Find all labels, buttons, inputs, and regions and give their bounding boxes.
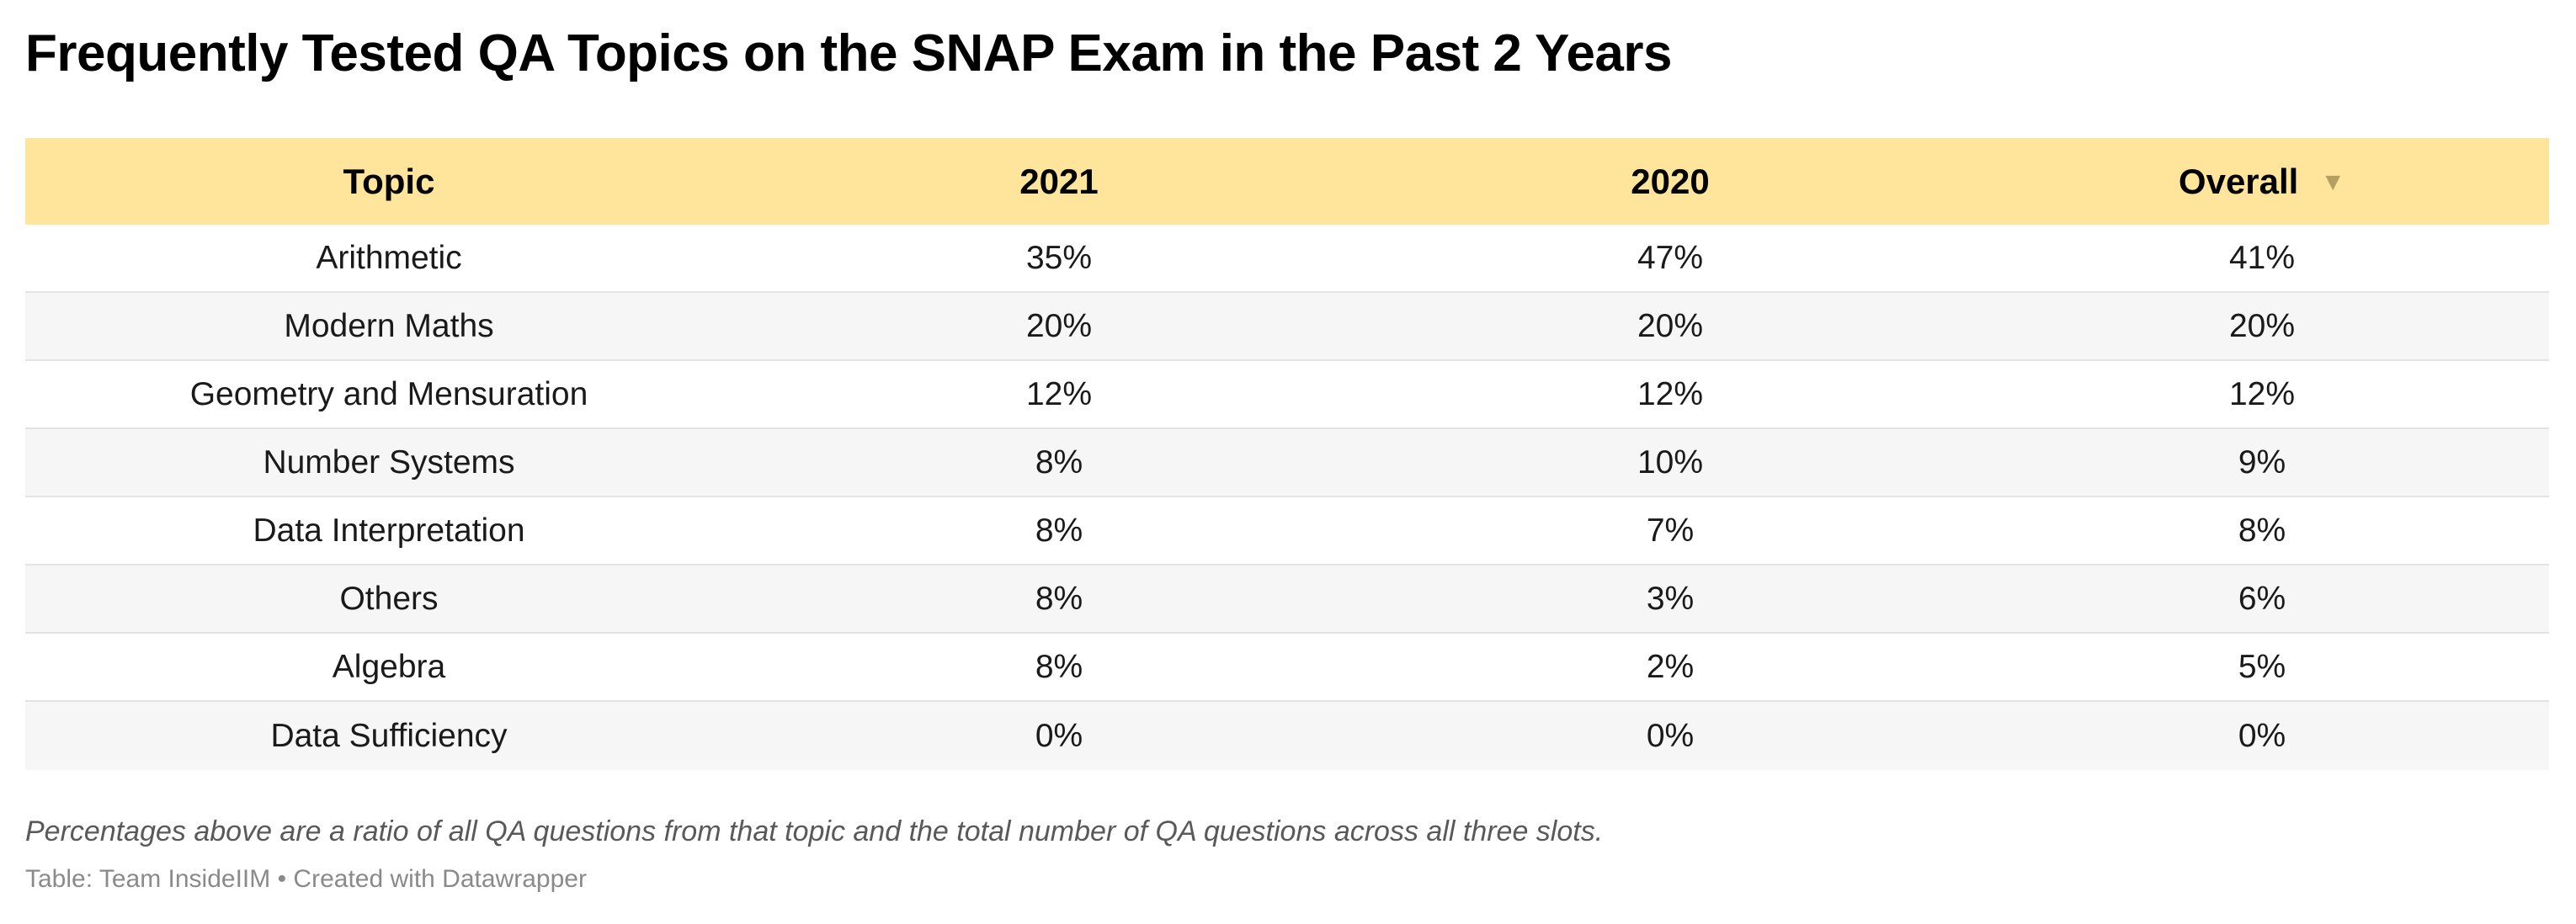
table-row: Others 8% 3% 6%: [25, 566, 2549, 634]
table-header-row: Topic 2021 2020 Overall ▼: [25, 138, 2549, 225]
topic-cell: Arithmetic: [316, 239, 462, 276]
table-row: Modern Maths 20% 20% 20%: [25, 293, 2549, 361]
value-cell-overall: 0%: [2238, 717, 2286, 754]
column-header-label: Topic: [343, 161, 435, 201]
value-cell-2020: 47%: [1637, 239, 1704, 276]
value-cell-2021: 8%: [1035, 443, 1083, 481]
column-header-topic[interactable]: Topic: [25, 162, 753, 202]
value-cell-2021: 35%: [1025, 239, 1093, 276]
triangle-down-icon[interactable]: ▼: [2320, 167, 2346, 196]
column-header-label: 2020: [1631, 161, 1710, 201]
topic-cell: Algebra: [332, 648, 446, 685]
column-header-2020[interactable]: 2020: [1365, 162, 1975, 202]
value-cell-overall: 9%: [2238, 443, 2286, 481]
table-row: Data Sufficiency 0% 0% 0%: [25, 702, 2549, 770]
value-cell-2021: 12%: [1025, 375, 1093, 412]
table-source: Table: Team InsideIIM • Created with Dat…: [25, 865, 587, 893]
value-cell-overall: 5%: [2238, 648, 2286, 685]
topic-cell: Number Systems: [263, 443, 515, 481]
topic-cell: Geometry and Mensuration: [189, 375, 588, 412]
topic-cell: Data Interpretation: [253, 512, 525, 549]
value-cell-2021: 20%: [1025, 307, 1093, 344]
table-row: Algebra 8% 2% 5%: [25, 634, 2549, 702]
topic-cell: Data Sufficiency: [270, 717, 508, 754]
data-table: Topic 2021 2020 Overall ▼ Arithmetic 35% 47…: [25, 138, 2549, 770]
table-notes: Percentages above are a ratio of all QA …: [25, 815, 1604, 847]
value-cell-overall: 12%: [2228, 375, 2296, 412]
value-cell-overall: 6%: [2238, 580, 2286, 617]
value-cell-2020: 0%: [1646, 717, 1695, 754]
table-row: Geometry and Mensuration 12% 12% 12%: [25, 361, 2549, 429]
table-row: Number Systems 8% 10% 9%: [25, 429, 2549, 497]
value-cell-2020: 2%: [1646, 648, 1695, 685]
value-cell-2021: 8%: [1035, 580, 1083, 617]
value-cell-2021: 0%: [1035, 717, 1083, 754]
chart-title: Frequently Tested QA Topics on the SNAP …: [25, 24, 1673, 82]
column-header-label: 2021: [1019, 161, 1099, 201]
table-row: Arithmetic 35% 47% 41%: [25, 225, 2549, 293]
column-header-label: Overall: [2178, 161, 2299, 201]
topic-cell: Others: [339, 580, 439, 617]
value-cell-2020: 10%: [1637, 443, 1704, 481]
value-cell-2021: 8%: [1035, 648, 1083, 685]
value-cell-overall: 41%: [2228, 239, 2296, 276]
value-cell-overall: 20%: [2228, 307, 2296, 344]
topic-cell: Modern Maths: [284, 307, 494, 344]
value-cell-2020: 7%: [1646, 512, 1695, 549]
value-cell-overall: 8%: [2238, 512, 2286, 549]
column-header-overall[interactable]: Overall ▼: [1975, 162, 2549, 202]
value-cell-2020: 3%: [1646, 580, 1695, 617]
value-cell-2020: 20%: [1637, 307, 1704, 344]
value-cell-2021: 8%: [1035, 512, 1083, 549]
table-body: Arithmetic 35% 47% 41% Modern Maths 20% 20% 20%…: [25, 225, 2549, 770]
value-cell-2020: 12%: [1637, 375, 1704, 412]
column-header-2021[interactable]: 2021: [753, 162, 1365, 202]
table-row: Data Interpretation 8% 7% 8%: [25, 497, 2549, 566]
